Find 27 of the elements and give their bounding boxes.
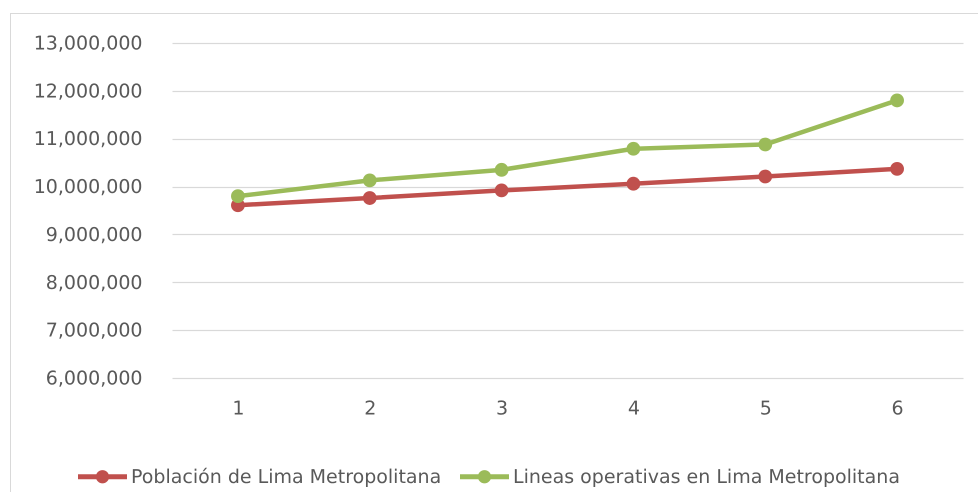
y-tick-label: 7,000,000	[46, 320, 142, 342]
y-tick-label: 12,000,000	[34, 80, 142, 102]
point	[758, 138, 772, 152]
x-tick-label: 3	[496, 398, 508, 420]
point	[231, 189, 245, 204]
point	[890, 94, 904, 108]
legend-label: Población de Lima Metropolitana	[131, 466, 442, 488]
point	[758, 170, 772, 184]
legend-label: Lineas operativas en Lima Metropolitana	[513, 466, 900, 488]
y-tick-label: 11,000,000	[34, 128, 142, 150]
point	[494, 184, 508, 198]
x-tick-label: 2	[364, 398, 376, 420]
point	[362, 173, 377, 188]
x-tick-label: 4	[628, 398, 640, 420]
y-tick-label: 10,000,000	[34, 176, 142, 198]
x-tick-label: 6	[892, 398, 904, 420]
y-tick-label: 8,000,000	[46, 272, 142, 294]
point	[626, 176, 640, 191]
x-tick-label: 1	[232, 398, 244, 420]
y-tick-label: 9,000,000	[46, 224, 142, 246]
point	[494, 162, 508, 177]
point	[890, 162, 904, 176]
point	[362, 191, 377, 205]
y-tick-label: 6,000,000	[46, 368, 142, 390]
point	[626, 142, 640, 156]
y-tick-label: 13,000,000	[34, 32, 142, 54]
x-tick-label: 5	[760, 398, 772, 420]
